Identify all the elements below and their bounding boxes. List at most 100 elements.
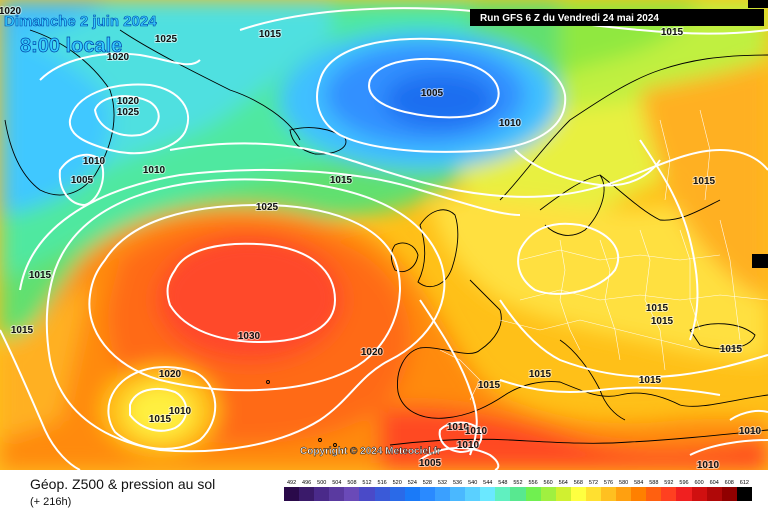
isobar-label: 1010: [83, 156, 106, 167]
scale-label: 524: [407, 480, 417, 486]
scale-label: 576: [603, 480, 614, 486]
scale-swatch: [691, 487, 707, 501]
legend-subtitle: (+ 216h): [30, 496, 72, 508]
isobar-label: 1020: [0, 6, 22, 17]
isobar-label: 1015: [693, 176, 716, 187]
scale-swatch: [434, 487, 451, 501]
isobar-label: 1010: [499, 118, 522, 129]
scale-swatch: [359, 487, 375, 501]
isobar-label: 1015: [149, 414, 172, 425]
color-scale-labels: 492 496 500 504 508 512 516 520 524 528 532 536 540 5…: [284, 480, 752, 486]
scale-swatch: [329, 487, 345, 501]
scale-swatch: [600, 487, 617, 501]
scale-swatch: [465, 487, 481, 501]
scale-swatch: [299, 487, 315, 501]
run-info-box: [470, 9, 764, 26]
isobar-label: 1015: [646, 303, 669, 314]
scale-swatch: [404, 487, 420, 501]
isobar-label: 1010: [143, 165, 166, 176]
scale-label: 600: [694, 480, 704, 486]
scale-label: 540: [468, 480, 478, 486]
isobar-label: 1005: [71, 175, 94, 186]
country-borders: [439, 109, 768, 401]
isobar-label: 1020: [107, 52, 130, 63]
isobar-label: 1025: [117, 107, 140, 118]
isobar-label: 1030: [238, 331, 261, 342]
scale-label: 520: [392, 480, 402, 486]
isobar-label: 1015: [478, 380, 501, 391]
scale-swatch: [555, 487, 571, 501]
scale-swatch: [419, 487, 435, 501]
isobar-label: 1010: [169, 406, 192, 417]
isobar-label: 1010: [465, 426, 488, 437]
scale-label: 588: [649, 480, 659, 486]
scale-swatch: [480, 487, 496, 501]
scale-label: 544: [483, 480, 493, 486]
isobar-label: 1015: [529, 369, 552, 380]
scale-label: 528: [422, 480, 432, 486]
isobar-label: 1010: [447, 422, 470, 433]
scale-swatch: [736, 487, 752, 501]
isobar-label: 1015: [720, 344, 743, 355]
color-scale-swatches: [284, 487, 752, 501]
isobar-label: 1010: [697, 460, 720, 470]
scale-label: 516: [377, 480, 387, 486]
scale-label: 492: [286, 480, 297, 486]
scale-swatch: [646, 487, 662, 501]
isobar-label: 1015: [651, 316, 674, 327]
isobar-label: 1005: [419, 458, 442, 469]
isobar-label: 1025: [155, 34, 178, 45]
scale-swatch: [284, 487, 300, 501]
coastlines: [4, 29, 768, 447]
isobar-label: 1015: [661, 27, 684, 38]
isobar-label: 1020: [117, 96, 140, 107]
scale-label: 552: [513, 480, 523, 486]
scale-swatch: [616, 487, 632, 501]
scale-swatch: [525, 487, 541, 501]
isobar-label: 1020: [159, 369, 182, 380]
scale-swatch: [661, 487, 677, 501]
scale-label: 580: [619, 480, 629, 486]
isobar-label: 1020: [361, 347, 384, 358]
scale-label: 592: [664, 480, 674, 486]
scale-swatch: [570, 487, 586, 501]
isobar-label: 1010: [457, 440, 480, 451]
scale-label: 596: [679, 480, 689, 486]
scale-label: 548: [498, 480, 508, 486]
isobar-label: 1015: [259, 29, 282, 40]
color-scale: 492 496 500 504 508 512 516 520 524 528 532 536 540 5…: [284, 480, 752, 501]
scale-label: 560: [543, 480, 553, 486]
isobar-label: 1025: [256, 202, 279, 213]
scale-label: 504: [332, 480, 342, 486]
scale-swatch: [510, 487, 526, 501]
scale-label: 584: [634, 480, 644, 486]
scale-label: 564: [558, 480, 568, 486]
scale-swatch: [314, 487, 330, 501]
isobar-label: 1015: [11, 325, 34, 336]
scale-swatch: [389, 487, 405, 501]
scale-label: 608: [724, 480, 734, 486]
isobar-lines: [0, 7, 768, 470]
scale-label: 568: [573, 480, 583, 486]
scale-swatch: [450, 487, 466, 501]
copyright-text: Copyright © 2024 Meteociel.fr: [300, 446, 441, 457]
scale-swatch: [706, 487, 722, 501]
scale-label: 536: [452, 480, 463, 486]
run-info-text: Run GFS 6 Z du Vendredi 24 mai 2024: [480, 13, 659, 24]
scale-label: 532: [437, 480, 448, 486]
scale-label: 612: [739, 480, 749, 486]
scale-swatch: [585, 487, 601, 501]
high-pressure-core: [168, 246, 332, 350]
scale-label: 604: [709, 480, 719, 486]
scale-label: 496: [302, 480, 312, 486]
scale-swatch: [344, 487, 360, 501]
isobar-label: 1015: [330, 175, 353, 186]
scale-swatch: [540, 487, 556, 501]
scale-label: 556: [528, 480, 538, 486]
scale-label: 572: [588, 480, 599, 486]
scale-swatch: [495, 487, 511, 501]
isobar-label: 1005: [421, 88, 444, 99]
isobar-label: 1015: [29, 270, 52, 281]
scale-label: 512: [362, 480, 372, 486]
